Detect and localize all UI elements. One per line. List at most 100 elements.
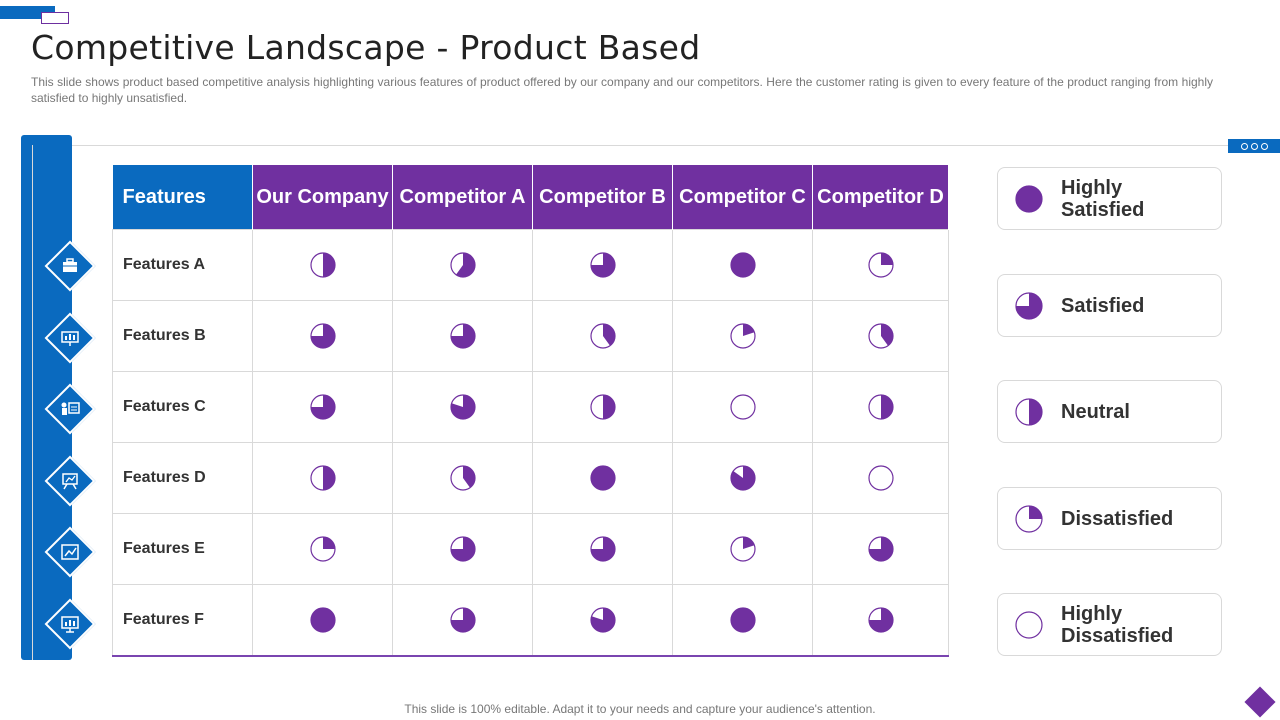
- legend-label: Dissatisfied: [1061, 507, 1174, 530]
- rating-pie-icon: [729, 323, 756, 349]
- legend-label: Neutral: [1061, 400, 1130, 423]
- rating-pie-icon: [867, 394, 894, 420]
- feature-label: Features F: [112, 584, 253, 657]
- rating-cell-our-company: [252, 300, 393, 372]
- table-row: Features D: [112, 442, 949, 514]
- decorative-dots: [1228, 139, 1280, 153]
- rating-pie-icon: [729, 394, 756, 420]
- comparison-table: Features Our Company Competitor A Compet…: [112, 165, 949, 657]
- rating-pie-icon: [867, 607, 894, 633]
- header-competitor-d: Competitor D: [812, 165, 949, 230]
- table-row: Features A: [112, 229, 949, 301]
- legend-item: Highly Satisfied: [997, 167, 1222, 230]
- growth-chart-icon: [44, 526, 96, 578]
- rating-cell-competitor-a: [392, 300, 533, 372]
- rating-cell-competitor-d: [812, 513, 949, 585]
- legend-pie-icon: [1015, 291, 1043, 320]
- footer-note: This slide is 100% editable. Adapt it to…: [404, 702, 876, 716]
- rating-pie-icon: [589, 252, 616, 278]
- rating-cell-competitor-b: [532, 513, 673, 585]
- rating-pie-icon: [589, 607, 616, 633]
- legend-item: Satisfied: [997, 274, 1222, 337]
- rating-cell-competitor-b: [532, 229, 673, 301]
- rating-pie-icon: [729, 465, 756, 491]
- rating-cell-competitor-a: [392, 371, 533, 443]
- rating-cell-our-company: [252, 371, 393, 443]
- rating-pie-icon: [449, 465, 476, 491]
- header-competitor-c: Competitor C: [672, 165, 813, 230]
- rating-cell-our-company: [252, 229, 393, 301]
- table-row: Features F: [112, 584, 949, 657]
- rating-cell-competitor-b: [532, 584, 673, 657]
- rating-cell-competitor-a: [392, 513, 533, 585]
- rating-cell-competitor-b: [532, 300, 673, 372]
- briefcase-icon: [44, 240, 96, 292]
- page-subtitle: This slide shows product based competiti…: [31, 75, 1213, 105]
- rating-pie-icon: [449, 252, 476, 278]
- legend-label: Highly Satisfied: [1061, 176, 1145, 221]
- rating-cell-competitor-c: [672, 300, 813, 372]
- header-features: Features: [112, 165, 253, 230]
- rating-cell-competitor-c: [672, 584, 813, 657]
- rating-cell-our-company: [252, 584, 393, 657]
- legend-label: Satisfied: [1061, 294, 1145, 317]
- rating-cell-competitor-c: [672, 229, 813, 301]
- rating-pie-icon: [589, 465, 616, 491]
- rating-cell-competitor-b: [532, 442, 673, 514]
- page-title: Competitive Landscape - Product Based: [31, 28, 701, 67]
- rating-pie-icon: [729, 252, 756, 278]
- presentation-screen-icon: [44, 312, 96, 363]
- legend-item: Highly Dissatisfied: [997, 593, 1222, 656]
- legend-pie-icon: [1015, 610, 1043, 639]
- rating-cell-competitor-d: [812, 442, 949, 514]
- rating-pie-icon: [729, 607, 756, 633]
- rating-pie-icon: [309, 536, 336, 562]
- top-accent-box: [41, 12, 69, 24]
- rating-pie-icon: [589, 323, 616, 349]
- rating-cell-competitor-d: [812, 229, 949, 301]
- rating-cell-competitor-d: [812, 300, 949, 372]
- table-row: Features C: [112, 371, 949, 443]
- rating-pie-icon: [729, 536, 756, 562]
- rating-cell-competitor-c: [672, 442, 813, 514]
- rating-pie-icon: [309, 323, 336, 349]
- header-our-company: Our Company: [252, 165, 393, 230]
- table-row: Features B: [112, 300, 949, 372]
- feature-label: Features E: [112, 513, 253, 585]
- rating-pie-icon: [449, 607, 476, 633]
- rating-cell-our-company: [252, 442, 393, 514]
- easel-chart-icon: [44, 455, 96, 506]
- rating-cell-competitor-a: [392, 584, 533, 657]
- feature-label: Features D: [112, 442, 253, 514]
- feature-label: Features C: [112, 371, 253, 443]
- legend-pie-icon: [1015, 397, 1043, 426]
- legend-pie-icon: [1015, 184, 1043, 213]
- rating-cell-competitor-b: [532, 371, 673, 443]
- feature-label: Features A: [112, 229, 253, 301]
- rating-cell-competitor-c: [672, 513, 813, 585]
- rating-pie-icon: [449, 536, 476, 562]
- rating-pie-icon: [589, 394, 616, 420]
- legend-item: Dissatisfied: [997, 487, 1222, 550]
- rating-pie-icon: [867, 465, 894, 491]
- feature-label: Features B: [112, 300, 253, 372]
- rating-pie-icon: [867, 536, 894, 562]
- monitor-chart-icon: [44, 598, 96, 649]
- table-row: Features E: [112, 513, 949, 585]
- legend-label: Highly Dissatisfied: [1061, 602, 1174, 647]
- rating-cell-competitor-c: [672, 371, 813, 443]
- rating-pie-icon: [449, 394, 476, 420]
- frame-line-left: [32, 145, 33, 660]
- rating-pie-icon: [309, 465, 336, 491]
- rating-cell-competitor-d: [812, 584, 949, 657]
- rating-cell-competitor-a: [392, 229, 533, 301]
- rating-pie-icon: [309, 607, 336, 633]
- legend-item: Neutral: [997, 380, 1222, 443]
- rating-cell-our-company: [252, 513, 393, 585]
- header-competitor-a: Competitor A: [392, 165, 533, 230]
- rating-pie-icon: [449, 323, 476, 349]
- rating-pie-icon: [309, 394, 336, 420]
- header-competitor-b: Competitor B: [532, 165, 673, 230]
- legend-pie-icon: [1015, 504, 1043, 533]
- frame-line-top: [32, 145, 1280, 146]
